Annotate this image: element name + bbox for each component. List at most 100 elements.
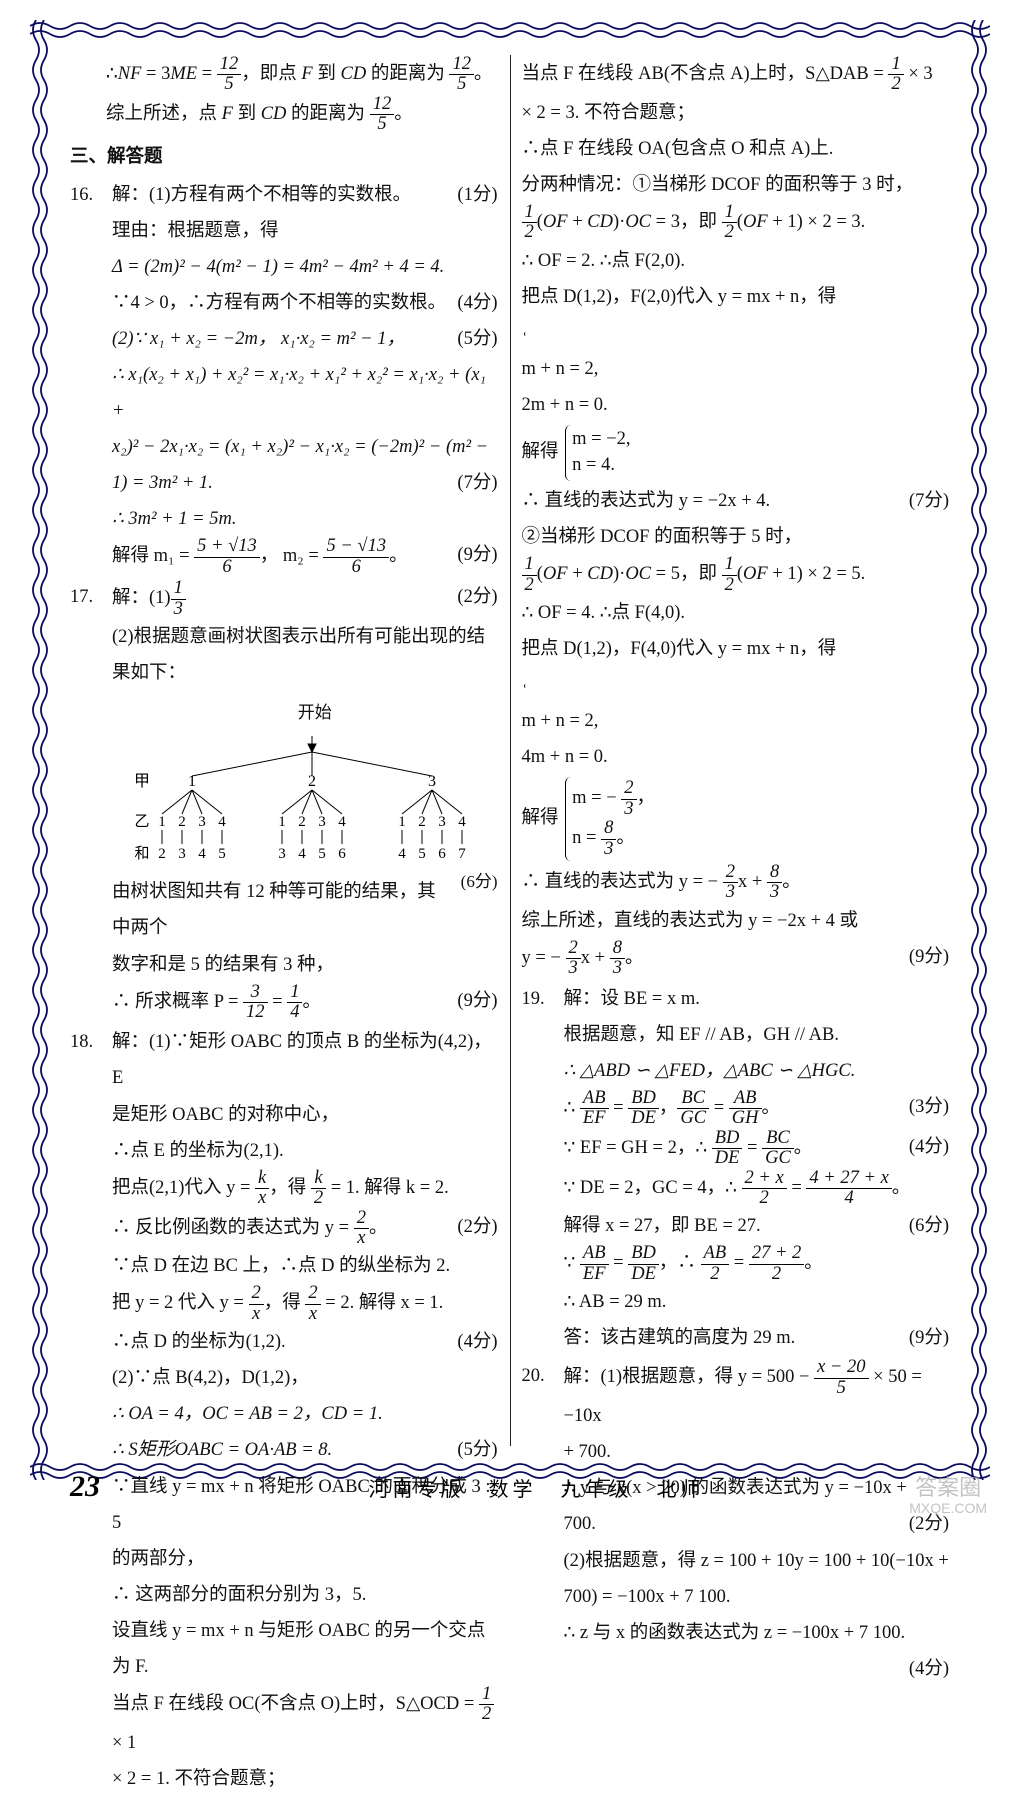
text: 答：该古建筑的高度为 29 m. <box>564 1328 796 1348</box>
tree-diagram: 开始 甲 123 <box>132 699 498 868</box>
text: × 2 = 3. 不符合题意； <box>522 95 950 131</box>
score-badge: (4分) <box>457 1324 497 1360</box>
formula: 解：(1)根据题意，得 y = 500 − x − 205 × 50 = −10… <box>564 1358 950 1434</box>
svg-text:4: 4 <box>398 846 406 862</box>
text: ∴点 E 的坐标为(2,1). <box>112 1133 498 1169</box>
text: 数字和是 5 的结果有 3 种， <box>112 947 498 983</box>
formula: 12(OF + CD)·OC = 3，即 12(OF + 1) × 2 = 3. <box>522 203 950 243</box>
text: ∴点 D 的坐标为(1,2). <box>112 1332 286 1352</box>
svg-text:7: 7 <box>458 846 466 862</box>
page-content: ∴NF = 3ME = 125，即点 F 到 CD 的距离为 125。 综上所述… <box>70 55 949 1446</box>
page-footer: 23 河南专版 数学 九年级 北师 <box>70 1470 949 1504</box>
text: 解：(1)13(2分) <box>112 579 498 619</box>
text: (2)根据题意，得 z = 100 + 10y = 100 + 10(−10x … <box>564 1543 950 1579</box>
svg-text:乙: 乙 <box>134 814 149 830</box>
svg-text:5: 5 <box>418 846 426 862</box>
formula: ∴ ABEF = BDDE，BCGC = ABGH。(3分) <box>564 1089 950 1129</box>
formula: ∴ S矩形OABC = OA·AB = 8. <box>112 1440 332 1460</box>
score-badge: (5分) <box>457 1432 497 1468</box>
text: ∴ 这两部分的面积分别为 3，5. <box>112 1577 498 1613</box>
score-badge: (6分) <box>909 1208 949 1244</box>
text: ②当梯形 DCOF 的面积等于 5 时， <box>522 519 950 555</box>
formula: ∴ 反比例函数的表达式为 y = 2x。(2分) <box>112 1209 498 1249</box>
formula: ∴ 所求概率 P = 312 = 14。(9分) <box>112 983 498 1023</box>
score-badge: (9分) <box>909 1320 949 1356</box>
question-20: 20. 解：(1)根据题意，得 y = 500 − x − 205 × 50 =… <box>522 1358 950 1686</box>
formula: 解得 m₁ = 5 + √136， m₂ = 5 − √136。(9分) <box>112 537 498 577</box>
text: ∴ OF = 2. ∴点 F(2,0). <box>522 243 950 279</box>
text: (2)根据题意画树状图表示出所有可能出现的结 <box>112 619 498 655</box>
question-number: 19. <box>522 981 558 1357</box>
question-17: 17. 解：(1)13(2分) (2)根据题意画树状图表示出所有可能出现的结 果… <box>70 579 498 1022</box>
formula: 把点(2,1)代入 y = kx，得 k2 = 1. 解得 k = 2. <box>112 1169 498 1209</box>
question-number: 17. <box>70 579 106 1022</box>
page-number: 23 <box>70 1470 100 1504</box>
formula: 12(OF + CD)·OC = 5，即 12(OF + 1) × 2 = 5. <box>522 555 950 595</box>
svg-text:6: 6 <box>438 846 446 862</box>
text: 是矩形 OABC 的对称中心， <box>112 1097 498 1133</box>
formula: 1) = 3m² + 1. <box>112 473 213 493</box>
svg-text:3: 3 <box>428 773 436 790</box>
svg-text:3: 3 <box>198 814 206 830</box>
text: 果如下： <box>112 655 498 691</box>
text: 解：(1)方程有两个不相等的实数根。 <box>112 185 411 205</box>
border-right <box>969 20 989 1480</box>
formula: y = − 23x + 83。(9分) <box>522 939 950 979</box>
score-badge: (9分) <box>909 939 949 975</box>
svg-text:2: 2 <box>418 814 426 830</box>
text: ∴ OF = 4. ∴点 F(4,0). <box>522 595 950 631</box>
score-badge: (4分) <box>457 285 497 321</box>
svg-text:2: 2 <box>158 846 166 862</box>
text: 综上所述，直线的表达式为 y = −2x + 4 或 <box>522 903 950 939</box>
left-column: ∴NF = 3ME = 125，即点 F 到 CD 的距离为 125。 综上所述… <box>70 55 498 1446</box>
svg-text:和: 和 <box>134 845 149 862</box>
svg-text:4: 4 <box>338 814 346 830</box>
text: 由树状图知共有 12 种等可能的结果，其中两个 <box>112 874 498 946</box>
formula: 把 y = 2 代入 y = 2x，得 2x = 2. 解得 x = 1. <box>112 1284 498 1324</box>
formula: ∴ OA = 4，OC = AB = 2，CD = 1. <box>112 1396 498 1432</box>
text: 700) = −100x + 7 100. <box>564 1579 950 1615</box>
svg-text:6: 6 <box>338 846 346 862</box>
text: ∴ △ABD ∽ △FED，△ABC ∽ △HGC. <box>564 1053 950 1089</box>
svg-text:2: 2 <box>298 814 306 830</box>
formula: 当点 F 在线段 OC(不含点 O)上时，S△OCD = 12 × 1 <box>112 1685 498 1761</box>
watermark-line2: MXQE.COM <box>909 1501 987 1516</box>
border-left <box>30 20 50 1480</box>
border-top <box>30 20 990 40</box>
formula: (2)∵ x₁ + x₂ = −2m， x₁·x₂ = m² − 1， <box>112 329 405 349</box>
svg-text:3: 3 <box>178 846 186 862</box>
text: × 2 = 1. 不符合题意； <box>112 1761 498 1797</box>
svg-text:4: 4 <box>458 814 466 830</box>
watermark-line1: 答案圈 <box>909 1476 987 1500</box>
text: 把点 D(1,2)，F(2,0)代入 y = mx + n，得 <box>522 279 950 315</box>
svg-text:5: 5 <box>318 846 326 862</box>
svg-text:2: 2 <box>178 814 186 830</box>
question-number: 20. <box>522 1358 558 1686</box>
svg-text:1: 1 <box>188 773 196 790</box>
text: 理由：根据题意，得 <box>112 213 498 249</box>
svg-text:1: 1 <box>398 814 406 830</box>
text: 700. <box>564 1514 596 1534</box>
formula: x₂)² − 2x₁·x₂ = (x₁ + x₂)² − x₁·x₂ = (−2… <box>112 429 498 465</box>
text: 解：(1)∵矩形 OABC 的顶点 B 的坐标为(4,2)，E <box>112 1024 498 1096</box>
score-badge: (2分) <box>457 1209 497 1245</box>
footer-center: 河南专版 数学 九年级 北师 <box>124 1473 949 1502</box>
text: ∴ AB = 29 m. <box>564 1284 950 1320</box>
svg-text:4: 4 <box>218 814 226 830</box>
svg-text:1: 1 <box>278 814 286 830</box>
score-badge: (3分) <box>909 1089 949 1125</box>
formula: 当点 F 在线段 AB(不含点 A)上时，S△DAB = 12 × 3 <box>522 55 950 95</box>
score-badge: (9分) <box>457 983 497 1019</box>
question-19: 19. 解：设 BE = x m. 根据题意，知 EF // AB，GH // … <box>522 981 950 1357</box>
svg-text:3: 3 <box>438 814 446 830</box>
system <box>522 315 950 351</box>
tree-svg: 甲 123 乙 1234 1234 1234 <box>132 728 492 868</box>
svg-text:5: 5 <box>218 846 226 862</box>
formula: ∵ ABEF = BDDE，∴ AB2 = 27 + 22。 <box>564 1244 950 1284</box>
text: 解：设 BE = x m. <box>564 981 950 1017</box>
score-badge: (7分) <box>909 483 949 519</box>
text: ∴ z 与 x 的函数表达式为 z = −100x + 7 100. <box>564 1623 906 1643</box>
tree-title: 开始 <box>132 699 498 726</box>
formula: ∵ DE = 2，GC = 4，∴ 2 + x2 = 4 + 27 + x4。 <box>564 1169 950 1209</box>
text: 根据题意，知 EF // AB，GH // AB. <box>564 1017 950 1053</box>
